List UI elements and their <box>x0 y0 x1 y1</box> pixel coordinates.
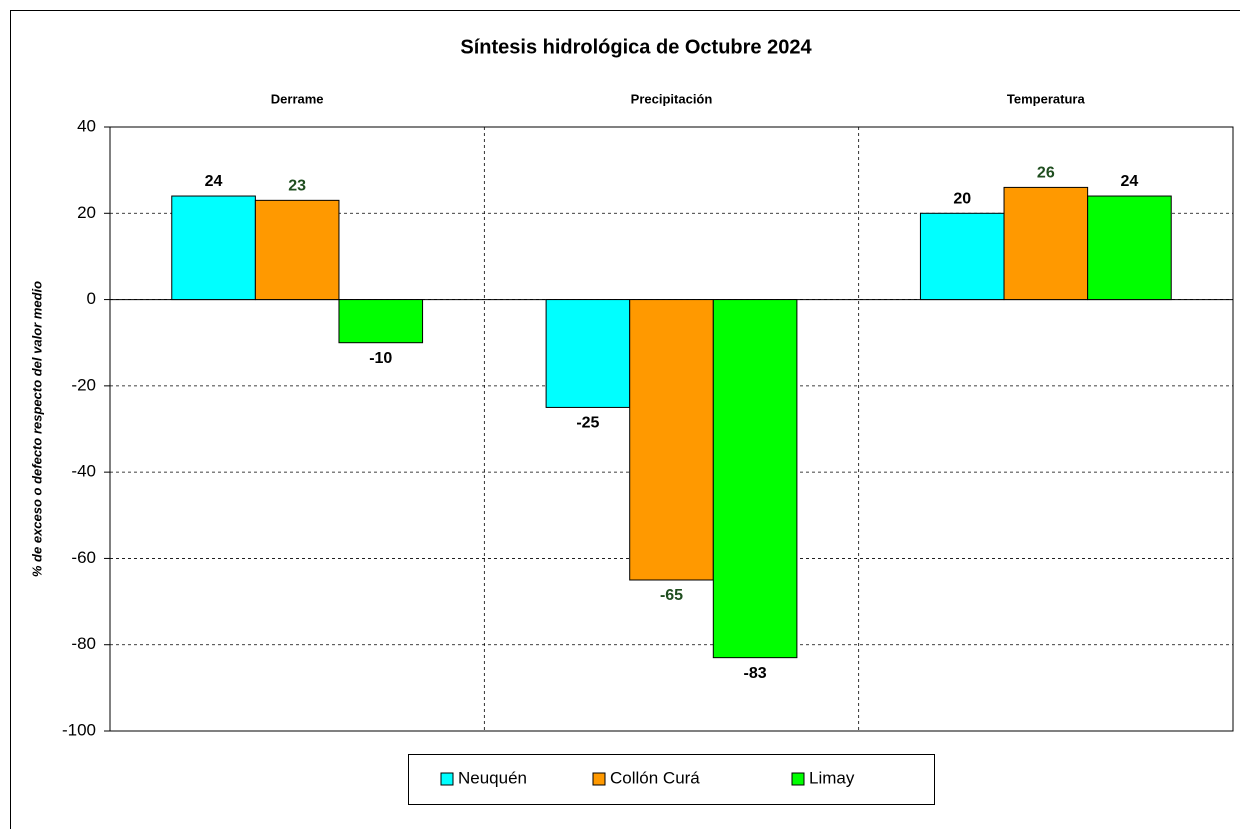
y-tick-label: 40 <box>77 116 96 135</box>
y-tick-label: -40 <box>71 462 96 481</box>
bar <box>1088 196 1172 300</box>
bar <box>630 300 714 580</box>
chart-frame <box>11 11 1240 830</box>
data-label: 24 <box>205 173 223 190</box>
bar <box>339 300 423 343</box>
bar <box>1004 187 1088 299</box>
category-label: Derrame <box>271 91 324 106</box>
legend-swatch <box>593 773 605 785</box>
legend-swatch <box>792 773 804 785</box>
data-label: -10 <box>369 350 392 367</box>
data-label: -83 <box>744 665 767 682</box>
bar <box>920 213 1004 299</box>
legend-swatch <box>441 773 453 785</box>
legend-label: Collón Curá <box>610 768 700 787</box>
y-tick-label: -20 <box>71 375 96 394</box>
data-label: -65 <box>660 587 683 604</box>
y-axis-label: % de exceso o defecto respecto del valor… <box>29 281 44 577</box>
y-tick-label: 0 <box>87 289 96 308</box>
bar <box>255 200 339 299</box>
data-label: 20 <box>953 191 971 208</box>
legend-label: Neuquén <box>458 768 527 787</box>
category-label: Precipitación <box>631 91 713 106</box>
category-label: Temperatura <box>1007 91 1086 106</box>
data-label: -25 <box>576 415 599 432</box>
y-tick-label: -80 <box>71 634 96 653</box>
y-tick-label: -100 <box>62 720 96 739</box>
legend-label: Limay <box>809 768 855 787</box>
y-tick-label: 20 <box>77 203 96 222</box>
data-label: 23 <box>288 178 306 195</box>
y-tick-label: -60 <box>71 548 96 567</box>
bar <box>713 300 797 658</box>
bar <box>172 196 256 300</box>
data-label: 24 <box>1121 173 1139 190</box>
data-label: 26 <box>1037 165 1055 182</box>
chart-title: Síntesis hidrológica de Octubre 2024 <box>460 36 812 58</box>
bar <box>546 300 630 408</box>
